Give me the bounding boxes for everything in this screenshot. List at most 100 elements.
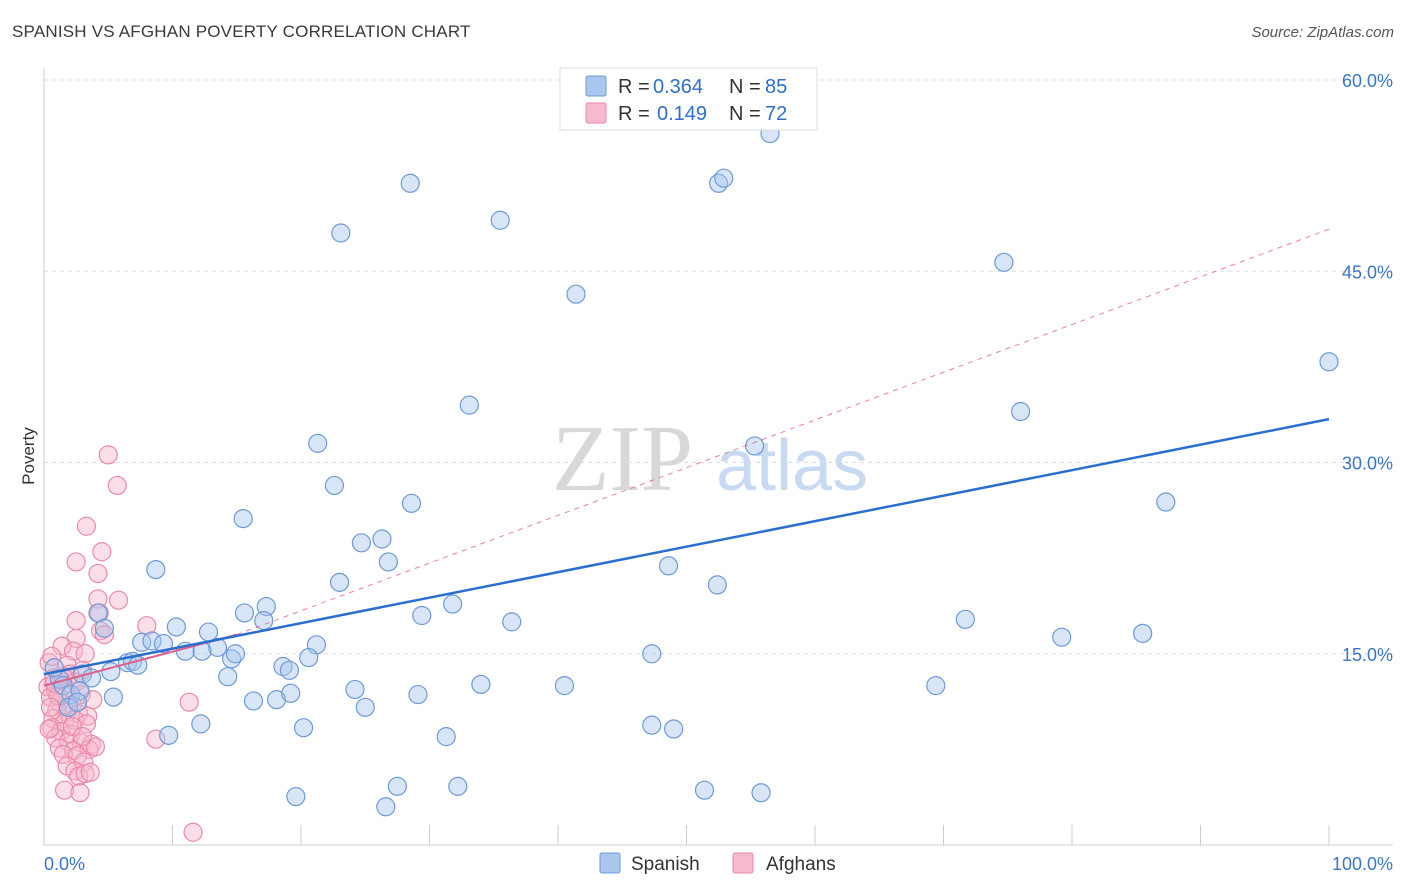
legend-n-label-spanish: N = — [729, 76, 761, 98]
spanish-point-37 — [225, 644, 246, 664]
spanish-point-29 — [443, 594, 463, 614]
spanish-point-61 — [58, 697, 79, 717]
spanish-point-67 — [345, 679, 365, 700]
afghans-point-69 — [62, 716, 82, 737]
afghans-point-1 — [107, 475, 127, 496]
spanish-point-46 — [299, 647, 319, 668]
y-axis-title: Poverty — [19, 427, 38, 485]
spanish-point-11 — [745, 436, 765, 456]
trend-lines — [43, 228, 1330, 687]
spanish-point-83 — [694, 780, 715, 800]
afghans-point-60 — [80, 762, 100, 782]
spanish-point-68 — [408, 684, 428, 705]
bottom-legend-swatch-afghans — [732, 852, 754, 874]
afghans-point-54 — [179, 692, 199, 712]
afghans-point-63 — [183, 822, 203, 842]
legend-swatch-afghans — [585, 102, 607, 124]
spanish-point-5 — [490, 210, 510, 230]
afghans-point-55 — [146, 729, 166, 749]
legend-swatch-spanish — [585, 75, 607, 97]
spanish-point-36 — [222, 649, 242, 669]
spanish-point-85 — [751, 783, 771, 803]
bottom-legend-label-spanish: Spanish — [631, 854, 700, 875]
spanish-point-23 — [707, 575, 727, 595]
spanish-point-38 — [207, 637, 228, 657]
legend-r-label-spanish: R = — [618, 76, 650, 98]
spanish-point-43 — [153, 633, 174, 654]
spanish-point-78 — [642, 715, 662, 735]
spanish-point-66 — [281, 683, 301, 703]
spanish-point-80 — [286, 786, 306, 807]
spanish-point-73 — [355, 697, 375, 717]
spanish-point-25 — [234, 603, 255, 623]
legend-n-label-afghans: N = — [729, 103, 761, 125]
spanish-point-10 — [308, 433, 328, 453]
spanish-point-22 — [658, 556, 679, 576]
spanish-point-6 — [994, 252, 1014, 272]
spanish-point-75 — [191, 714, 211, 734]
spanish-point-79 — [664, 719, 684, 739]
x-tick-label-min: 0.0% — [44, 854, 85, 874]
watermark-atlas: atlas — [716, 426, 868, 506]
y-tick-label-45: 45.0% — [1342, 262, 1393, 282]
spanish-point-74 — [293, 718, 314, 738]
afghans-point-5 — [88, 563, 108, 584]
spanish-point-81 — [387, 776, 407, 796]
chart-title: SPANISH VS AFGHAN POVERTY CORRELATION CH… — [12, 22, 471, 41]
spanish-point-21 — [329, 572, 350, 592]
afghans-point-6 — [88, 589, 108, 609]
y-tick-labels: 15.0% 30.0% 45.0% 60.0% — [1342, 71, 1393, 665]
spanish-point-26 — [256, 596, 276, 617]
afghans-point-7 — [108, 590, 129, 610]
afghans-point-12 — [94, 625, 114, 645]
afghans-point-2 — [76, 516, 97, 536]
spanish-point-1 — [400, 173, 420, 193]
afghans-point-39 — [76, 714, 97, 734]
spanish-point-20 — [146, 559, 166, 580]
gridlines — [44, 79, 1393, 655]
spanish-point-28 — [412, 605, 432, 626]
spanish-point-7 — [566, 284, 586, 304]
spanish-point-55 — [218, 667, 238, 687]
spanish-point-42 — [142, 631, 162, 651]
y-tick-label-60: 60.0% — [1342, 71, 1393, 91]
source-label: Source: ZipAtlas.com — [1251, 24, 1394, 41]
afghans-point-4 — [66, 552, 86, 572]
afghans-point-62 — [70, 783, 90, 803]
spanish-point-3 — [714, 168, 734, 188]
spanish-point-30 — [502, 612, 522, 632]
spanish-point-19 — [378, 552, 398, 572]
spanish-point-4 — [331, 223, 351, 243]
spanish-point-44 — [94, 618, 114, 638]
afghans-point-15 — [63, 641, 84, 661]
spanish-point-72 — [642, 644, 662, 664]
afghans-point-64 — [39, 719, 59, 739]
afghans-point-17 — [42, 646, 62, 666]
legend-n-value-spanish: 85 — [765, 76, 787, 98]
spanish-point-84 — [376, 797, 396, 817]
spanish-point-64 — [243, 691, 264, 711]
spanish-point-9 — [459, 395, 479, 415]
bottom-legend-swatch-spanish — [599, 852, 621, 874]
y-tick-label-15: 15.0% — [1342, 645, 1393, 665]
afghans-point-9 — [66, 610, 86, 631]
watermark-zip: ZIP — [552, 407, 693, 511]
afghans-point-18 — [75, 644, 95, 664]
spanish-point-62 — [67, 692, 88, 712]
afghans-point-70 — [72, 727, 93, 747]
afghans-point-0 — [98, 445, 118, 465]
spanish-point-70 — [554, 676, 575, 696]
afghans-points — [38, 445, 203, 842]
spanish-point-69 — [471, 674, 491, 694]
afghans-point-50 — [85, 737, 106, 757]
spanish-point-48 — [279, 660, 300, 680]
afghans-point-45 — [71, 733, 91, 753]
spanish-point-8 — [1319, 352, 1339, 372]
legend-r-label-afghans: R = — [618, 103, 650, 125]
bottom-legend: Spanish Afghans — [599, 852, 836, 875]
bottom-legend-label-afghans: Afghans — [766, 854, 836, 875]
spanish-point-60 — [70, 681, 90, 701]
afghans-point-71 — [40, 697, 61, 717]
spanish-point-18 — [372, 529, 392, 549]
